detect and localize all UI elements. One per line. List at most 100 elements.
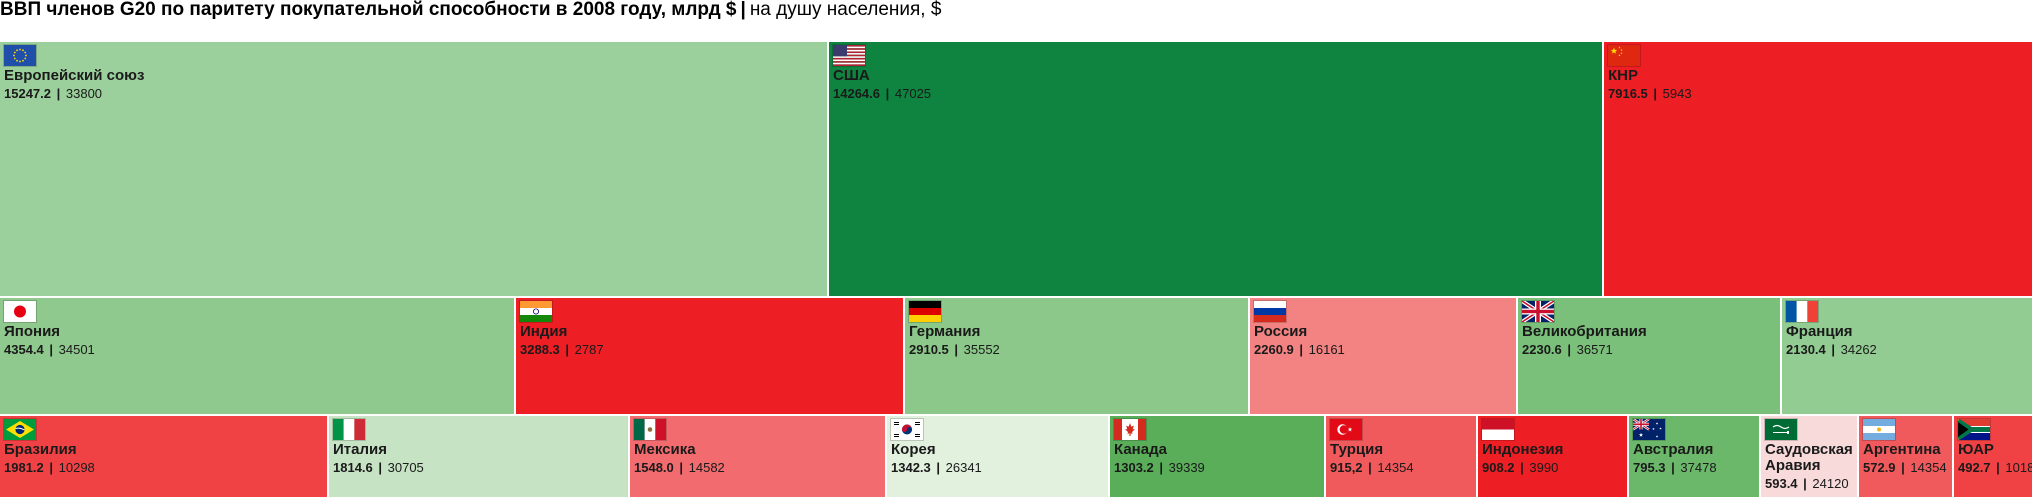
country-name: Германия: [909, 323, 981, 340]
tile-uk: Великобритания 2230.6 | 36571: [1518, 298, 1782, 416]
country-name: Великобритания: [1522, 323, 1647, 340]
tile-brazil: Бразилия 1981.2 | 10298: [0, 416, 329, 499]
gdp-value: 908.2: [1482, 460, 1515, 475]
gdp-value: 795.3: [1633, 460, 1666, 475]
value-separator: |: [53, 86, 64, 101]
value-separator: |: [1827, 342, 1839, 357]
per-capita-value: 30705: [387, 460, 424, 475]
russia-flag-icon: [1254, 301, 1286, 322]
chart-title-main: ВВП членов G20 по паритету покупательной…: [0, 0, 737, 20]
country-name: Франция: [1786, 323, 1853, 340]
value-separator: |: [932, 460, 944, 475]
tile-russia: Россия 2260.9 | 16161: [1250, 298, 1518, 416]
tile-values: 2230.6 | 36571: [1522, 342, 1778, 357]
france-flag-icon: [1786, 301, 1818, 322]
turkey-flag-icon: [1330, 419, 1362, 440]
per-capita-value: 10187: [2005, 460, 2034, 475]
per-capita-value: 5943: [1662, 86, 1692, 101]
korea-flag-icon: [891, 419, 923, 440]
tile-values: 7916.5 | 5943: [1608, 86, 2030, 101]
tile-eu: Европейский союз 15247.2 | 33800: [0, 42, 829, 298]
gdp-value: 3288.3: [520, 342, 560, 357]
tile-values: 2910.5 | 35552: [909, 342, 1246, 357]
gdp-value: 1303.2: [1114, 460, 1154, 475]
per-capita-value: 26341: [945, 460, 982, 475]
country-name: Италия: [333, 441, 387, 458]
tile-values: 795.3 | 37478: [1633, 460, 1757, 475]
gdp-value: 2260.9: [1254, 342, 1294, 357]
gdp-value: 14264.6: [833, 86, 880, 101]
tile-south-africa: ЮАР 492.7 | 10187: [1954, 416, 2034, 499]
tile-values: 2130.4 | 34262: [1786, 342, 2030, 357]
tile-germany: Германия 2910.5 | 35552: [905, 298, 1250, 416]
value-separator: |: [1897, 460, 1909, 475]
tile-korea: Корея 1342.3 | 26341: [887, 416, 1110, 499]
india-flag-icon: [520, 301, 552, 322]
treemap: Европейский союз 15247.2 | 33800 США 14264.…: [0, 42, 2034, 499]
value-separator: |: [1295, 342, 1307, 357]
value-separator: |: [1649, 86, 1661, 101]
tile-australia: Австралия 795.3 | 37478: [1629, 416, 1761, 499]
per-capita-value: 10298: [58, 460, 95, 475]
tile-values: 572.9 | 14354: [1863, 460, 1950, 475]
per-capita-value: 14354: [1377, 460, 1414, 475]
tile-usa: США 14264.6 | 47025: [829, 42, 1604, 298]
country-name: Австралия: [1633, 441, 1714, 458]
country-name: Канада: [1114, 441, 1167, 458]
country-name: Индонезия: [1482, 441, 1564, 458]
country-name: КНР: [1608, 67, 1638, 84]
gdp-value: 915,2: [1330, 460, 1363, 475]
tile-mexico: Мексика 1548.0 | 14582: [630, 416, 887, 499]
usa-flag-icon: [833, 45, 865, 66]
gdp-value: 2230.6: [1522, 342, 1562, 357]
uk-flag-icon: [1522, 301, 1554, 322]
tile-values: 915,2 | 14354: [1330, 460, 1474, 475]
per-capita-value: 39339: [1168, 460, 1205, 475]
country-name: Корея: [891, 441, 936, 458]
canada-flag-icon: [1114, 419, 1146, 440]
per-capita-value: 33800: [65, 86, 103, 101]
tile-values: 1548.0 | 14582: [634, 460, 883, 475]
per-capita-value: 2787: [574, 342, 604, 357]
tile-italy: Италия 1814.6 | 30705: [329, 416, 630, 499]
country-name: Турция: [1330, 441, 1384, 458]
gdp-value: 15247.2: [4, 86, 51, 101]
brazil-flag-icon: [4, 419, 36, 440]
gdp-value: 492.7: [1958, 460, 1991, 475]
indonesia-flag-icon: [1482, 419, 1514, 440]
tile-values: 1981.2 | 10298: [4, 460, 325, 475]
value-separator: |: [1667, 460, 1679, 475]
tile-canada: Канада 1303.2 | 39339: [1110, 416, 1326, 499]
value-separator: |: [45, 342, 57, 357]
gdp-value: 1548.0: [634, 460, 674, 475]
tile-values: 1814.6 | 30705: [333, 460, 626, 475]
per-capita-value: 47025: [894, 86, 932, 101]
country-name: Индия: [520, 323, 568, 340]
value-separator: |: [1563, 342, 1575, 357]
gdp-value: 1814.6: [333, 460, 373, 475]
value-separator: |: [1992, 460, 2004, 475]
gdp-value: 1981.2: [4, 460, 44, 475]
value-separator: |: [561, 342, 573, 357]
tile-values: 2260.9 | 16161: [1254, 342, 1514, 357]
tile-indonesia: Индонезия 908.2 | 3990: [1478, 416, 1629, 499]
value-separator: |: [1516, 460, 1528, 475]
chart-subtitle: на душу населения, $: [749, 0, 942, 20]
gdp-value: 2130.4: [1786, 342, 1826, 357]
tile-argentina: Аргентина 572.9 | 14354: [1859, 416, 1954, 499]
tile-china: КНР 7916.5 | 5943: [1604, 42, 2034, 298]
chart-title: ВВП членов G20 по паритету покупательной…: [0, 0, 941, 22]
country-name: Саудовская Аравия: [1765, 441, 1853, 474]
value-separator: |: [1155, 460, 1167, 475]
gdp-value: 593.4: [1765, 476, 1798, 491]
tile-values: 4354.4 | 34501: [4, 342, 512, 357]
country-name: Россия: [1254, 323, 1308, 340]
gdp-value: 1342.3: [891, 460, 931, 475]
country-name: Аргентина: [1863, 441, 1941, 458]
per-capita-value: 34262: [1840, 342, 1877, 357]
per-capita-value: 36571: [1576, 342, 1613, 357]
gdp-value: 2910.5: [909, 342, 949, 357]
gdp-value: 572.9: [1863, 460, 1896, 475]
country-name: Европейский союз: [4, 67, 145, 84]
value-separator: |: [1364, 460, 1376, 475]
